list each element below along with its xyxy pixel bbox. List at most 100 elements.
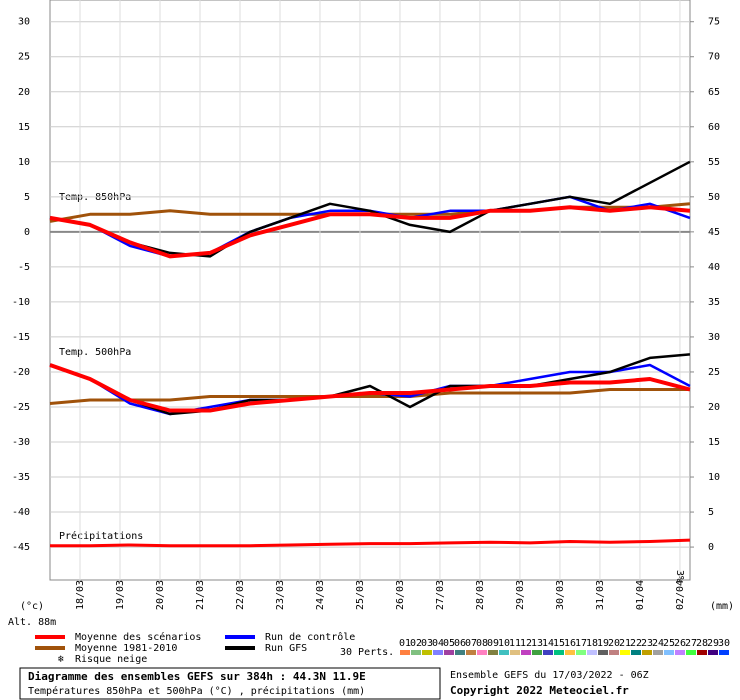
legend-label: Run de contrôle: [265, 631, 355, 643]
x-tick-label: 02/04: [675, 580, 686, 610]
legend-label: 30 Perts.: [340, 647, 394, 658]
snow-risk-label: 3%: [674, 570, 685, 582]
panel-label: Temp. 500hPa: [59, 347, 131, 358]
y-tick-label: -20: [12, 367, 30, 378]
snow-icon: ❄: [58, 654, 65, 665]
y-tick-label: 20: [18, 87, 30, 98]
y-tick-label: -10: [12, 297, 30, 308]
member-label: 09: [487, 638, 499, 649]
y2-tick-label: 60: [708, 122, 720, 133]
x-tick-label: 18/03: [75, 580, 86, 610]
member-swatch: [521, 650, 531, 655]
series-line: [49, 388, 690, 405]
member-label: 15: [553, 638, 565, 649]
x-tick-label: 20/03: [155, 580, 166, 610]
x-tick-label: 26/03: [395, 580, 406, 610]
member-swatch: [477, 650, 487, 655]
member-label: 17: [575, 638, 587, 649]
y2-tick-label: 75: [708, 17, 720, 28]
y2-tick-label: 20: [708, 402, 720, 413]
y-tick-label: -35: [12, 472, 30, 483]
x-tick-label: 30/03: [555, 580, 566, 610]
member-label: 13: [531, 638, 543, 649]
member-swatch: [411, 650, 421, 655]
member-label: 24: [652, 638, 664, 649]
x-tick-label: 23/03: [275, 580, 286, 610]
panel-label: Précipitations: [59, 530, 143, 542]
y2-tick-label: 30: [708, 332, 720, 343]
y-tick-label: -25: [12, 402, 30, 413]
member-swatch: [488, 650, 498, 655]
y2-tick-label: 50: [708, 192, 720, 203]
y2-tick-label: 35: [708, 297, 720, 308]
member-swatch: [708, 650, 718, 655]
member-label: 03: [421, 638, 433, 649]
member-label: 01: [399, 638, 411, 649]
x-tick-label: 22/03: [235, 580, 246, 610]
footer-box: [19, 667, 441, 700]
member-swatch: [455, 650, 465, 655]
member-label: 20: [608, 638, 620, 649]
member-label: 27: [685, 638, 697, 649]
member-swatch: [719, 650, 729, 655]
y2-tick-label: 65: [708, 87, 720, 98]
y-tick-label: -40: [12, 507, 30, 518]
member-swatch: [598, 650, 608, 655]
y-tick-label: 15: [18, 122, 30, 133]
legend-label: Moyenne des scénarios: [75, 631, 201, 643]
member-swatch: [686, 650, 696, 655]
y-tick-label: 30: [18, 17, 30, 28]
y2-axis-label: (mm): [710, 601, 734, 612]
y-tick-label: 25: [18, 52, 30, 63]
series-line: [50, 538, 690, 548]
member-label: 22: [630, 638, 642, 649]
member-label: 05: [443, 638, 455, 649]
footer-title: Diagramme des ensembles GEFS sur 384h : …: [28, 670, 366, 683]
y2-tick-label: 5: [708, 507, 714, 518]
y-tick-label: 10: [18, 157, 30, 168]
series-line: [49, 205, 691, 259]
footer-copyright: Copyright 2022 Meteociel.fr: [450, 684, 629, 697]
y-axis-label: (°c): [20, 601, 44, 612]
x-tick-label: 19/03: [115, 580, 126, 610]
y2-tick-label: 10: [708, 472, 720, 483]
member-label: 28: [696, 638, 708, 649]
x-tick-label: 31/03: [595, 580, 606, 610]
legend-label: Risque neige: [75, 654, 147, 665]
y-tick-label: -45: [12, 542, 30, 553]
y2-tick-label: 25: [708, 367, 720, 378]
y2-tick-label: 45: [708, 227, 720, 238]
y-tick-label: -15: [12, 332, 30, 343]
x-tick-label: 28/03: [475, 580, 486, 610]
legend-label: Moyenne 1981-2010: [75, 643, 177, 654]
member-swatch: [642, 650, 652, 655]
member-label: 21: [619, 638, 631, 649]
member-swatch: [400, 650, 410, 655]
x-tick-label: 21/03: [195, 580, 206, 610]
x-tick-label: 01/04: [635, 580, 646, 610]
member-label: 10: [498, 638, 510, 649]
member-swatch: [631, 650, 641, 655]
member-swatch: [565, 650, 575, 655]
x-tick-label: 24/03: [315, 580, 326, 610]
y-tick-label: -30: [12, 437, 30, 448]
member-label: 04: [432, 638, 444, 649]
member-label: 02: [410, 638, 422, 649]
y2-tick-label: 15: [708, 437, 720, 448]
member-label: 07: [465, 638, 477, 649]
member-swatch: [609, 650, 619, 655]
panel-label: Temp. 850hPa: [59, 192, 131, 203]
member-label: 18: [586, 638, 598, 649]
y2-tick-label: 0: [708, 542, 714, 553]
x-tick-label: 27/03: [435, 580, 446, 610]
y-tick-label: 5: [24, 192, 30, 203]
member-label: 25: [663, 638, 675, 649]
member-swatch: [675, 650, 685, 655]
member-swatch: [664, 650, 674, 655]
series-line: [49, 363, 691, 413]
member-label: 23: [641, 638, 653, 649]
member-label: 12: [520, 638, 532, 649]
member-swatch: [532, 650, 542, 655]
member-swatch: [433, 650, 443, 655]
